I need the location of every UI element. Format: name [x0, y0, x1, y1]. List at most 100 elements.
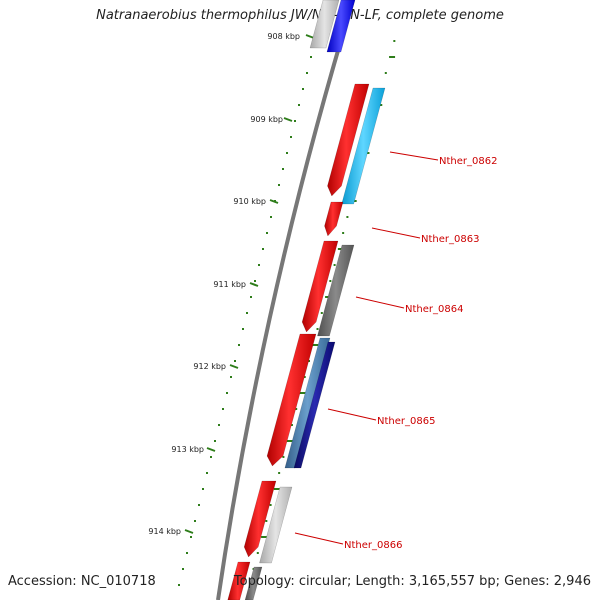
minor-tick: [274, 200, 276, 202]
minor-tick: [234, 360, 236, 362]
scale-tick-label: 910 kbp: [233, 197, 266, 206]
gene-arrow[interactable]: [266, 333, 317, 467]
minor-tick: [384, 72, 387, 74]
minor-tick: [194, 520, 196, 522]
minor-tick: [303, 376, 306, 378]
genome-backbone: [216, 0, 355, 600]
gene-arrow[interactable]: [243, 480, 277, 558]
minor-tick: [393, 40, 396, 42]
minor-tick: [278, 472, 281, 474]
gene-arrow[interactable]: [244, 566, 263, 600]
minor-tick: [290, 424, 293, 426]
minor-tick: [299, 392, 306, 394]
minor-tick: [238, 344, 240, 346]
minor-tick: [310, 56, 312, 58]
gene-callout: Nther_0865: [327, 408, 435, 427]
scale-tick-label: 912 kbp: [193, 362, 226, 371]
minor-tick: [270, 216, 272, 218]
scale-tick-label: 913 kbp: [171, 445, 204, 454]
minor-tick: [261, 536, 268, 538]
minor-tick: [182, 568, 184, 570]
gene-callouts: Nther_0862 Nther_0863 Nther_0864 Nther_0865…: [294, 151, 497, 551]
scale-tick: 911 kbp: [213, 280, 259, 289]
genome-summary: Topology: circular; Length: 3,165,557 bp…: [233, 574, 591, 589]
gene-arrow[interactable]: [327, 83, 370, 197]
scale-tick-label: 911 kbp: [213, 280, 246, 289]
minor-tick: [306, 72, 308, 74]
minor-tick: [265, 520, 268, 522]
minor-tick: [298, 104, 300, 106]
minor-tick: [346, 216, 349, 218]
minor-tick: [302, 88, 304, 90]
gene-callout: Nther_0864: [355, 296, 463, 315]
gene-arrow[interactable]: [309, 0, 340, 49]
minor-tick: [190, 536, 192, 538]
minor-tick: [269, 504, 272, 506]
minor-tick: [266, 232, 268, 234]
minor-tick: [295, 408, 298, 410]
minor-tick: [312, 344, 319, 346]
gene-label[interactable]: Nther_0863: [421, 234, 479, 245]
scale-tick-label: 909 kbp: [250, 115, 283, 124]
minor-tick: [282, 456, 285, 458]
minor-tick: [210, 456, 212, 458]
minor-tick: [206, 472, 208, 474]
minor-tick: [308, 360, 310, 362]
gene-label[interactable]: Nther_0865: [377, 416, 435, 427]
gene-callout: Nther_0863: [371, 227, 479, 245]
gene-arrow[interactable]: [341, 87, 386, 205]
scale-tick: 910 kbp: [233, 197, 279, 206]
gene-callout: Nther_0862: [389, 151, 497, 167]
gene-callout: Nther_0866: [294, 532, 402, 551]
minor-tick: [329, 280, 332, 282]
scale-tick: 914 kbp: [148, 527, 194, 536]
minor-tick: [258, 264, 260, 266]
gene-arrow[interactable]: [301, 240, 339, 333]
minor-tick: [342, 232, 345, 234]
minor-tick: [273, 488, 280, 490]
scale-tick: 908 kbp: [267, 32, 315, 41]
gene-arrow[interactable]: [259, 486, 293, 564]
minor-tick: [286, 152, 288, 154]
minor-tick: [222, 408, 224, 410]
scale-tick: 913 kbp: [171, 445, 216, 454]
gene-label[interactable]: Nther_0866: [344, 540, 402, 551]
minor-tick: [254, 280, 256, 282]
scale-tick-label: 908 kbp: [267, 32, 300, 41]
minor-tick: [294, 120, 296, 122]
minor-tick: [214, 440, 216, 442]
gene-label[interactable]: Nther_0864: [405, 304, 463, 315]
minor-tick: [286, 440, 293, 442]
scale-tick: 912 kbp: [193, 362, 239, 371]
minor-tick: [278, 184, 280, 186]
minor-tick: [333, 264, 336, 266]
gene-features: [227, 0, 386, 600]
map-title: Natranaerobius thermophilus JW/NM-WN-LF,…: [96, 8, 504, 23]
minor-tick: [250, 296, 252, 298]
gene-arrow[interactable]: [324, 201, 344, 237]
minor-tick: [230, 376, 232, 378]
minor-tick: [186, 552, 188, 554]
minor-tick: [226, 392, 228, 394]
minor-tick: [246, 312, 248, 314]
minor-tick: [316, 328, 319, 330]
gene-label[interactable]: Nther_0862: [439, 156, 497, 167]
minor-tick: [389, 56, 396, 58]
minor-tick: [320, 312, 323, 314]
minor-tick: [290, 136, 292, 138]
minor-tick: [256, 552, 259, 554]
scale-tick-label: 914 kbp: [148, 527, 181, 536]
minor-tick: [337, 248, 344, 250]
minor-tick: [282, 168, 284, 170]
gene-arrow[interactable]: [227, 561, 251, 600]
minor-tick: [242, 328, 244, 330]
minor-tick: [178, 584, 180, 586]
gene-arrow[interactable]: [326, 0, 356, 53]
gene-arrow[interactable]: [317, 244, 355, 337]
scale-tick: 909 kbp: [250, 115, 293, 124]
minor-tick: [262, 248, 264, 250]
minor-tick: [218, 424, 220, 426]
minor-tick: [202, 488, 204, 490]
gene-arrow[interactable]: [293, 341, 336, 469]
